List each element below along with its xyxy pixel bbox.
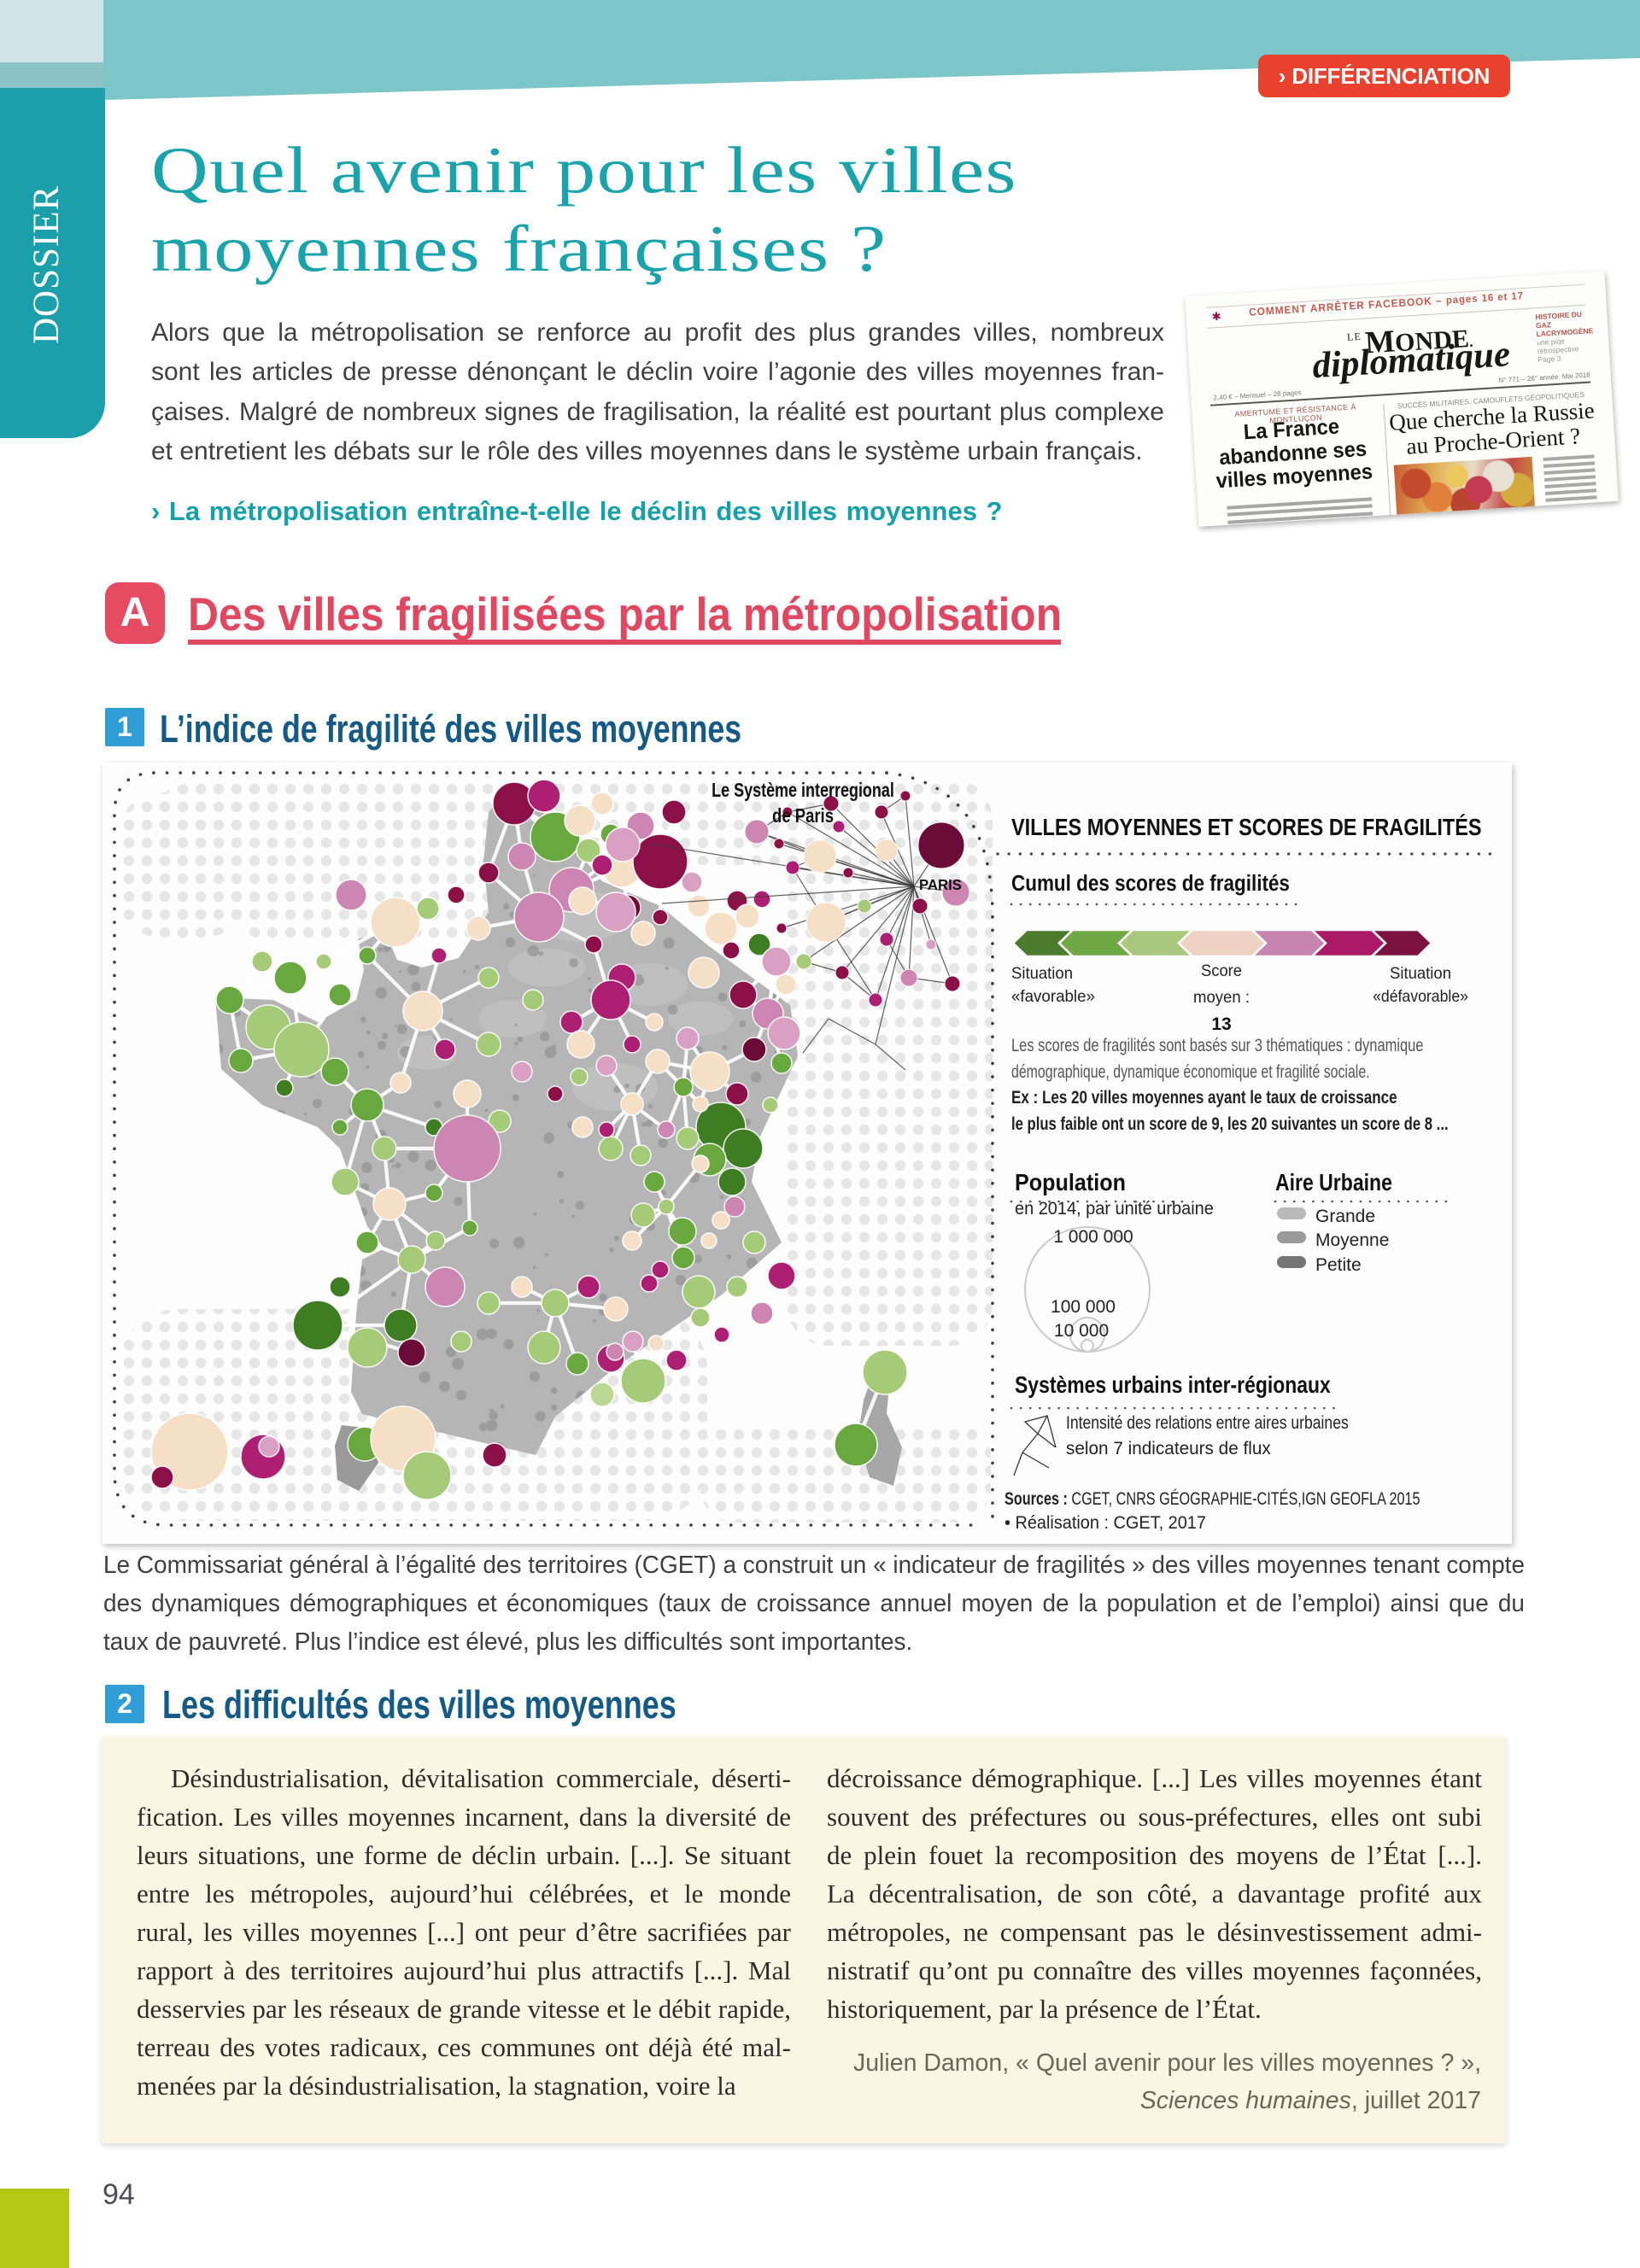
svg-text:Le Système interregional: Le Système interregional: [712, 780, 894, 802]
svg-text:selon 7 indicateurs de flux: selon 7 indicateurs de flux: [1066, 1439, 1271, 1458]
svg-text:100 000: 100 000: [1051, 1297, 1116, 1317]
svg-text:de Paris: de Paris: [772, 805, 834, 827]
svg-text:VILLES MOYENNES ET SCORES DE F: VILLES MOYENNES ET SCORES DE FRAGILITÉS: [1011, 814, 1482, 840]
svg-text:Situation: Situation: [1390, 964, 1451, 982]
svg-text:démographique, dynamique écono: démographique, dynamique économique et f…: [1011, 1061, 1370, 1082]
svg-text:le plus faible ont un score de: le plus faible ont un score de 9, les 20…: [1011, 1114, 1449, 1134]
svg-text:13: 13: [1211, 1014, 1231, 1034]
svg-text:• Réalisation : CGET, 2017: • Réalisation : CGET, 2017: [1004, 1513, 1206, 1534]
svg-text:«favorable»: «favorable»: [1011, 987, 1095, 1005]
svg-text:«défavorable»: «défavorable»: [1373, 986, 1468, 1005]
svg-text:Systèmes urbains inter-régiona: Systèmes urbains inter-régionaux: [1015, 1372, 1332, 1399]
svg-text:10 000: 10 000: [1054, 1321, 1109, 1341]
svg-text:Situation: Situation: [1011, 964, 1073, 982]
svg-text:Les scores de fragilités sont: Les scores de fragilités sont basés sur …: [1011, 1035, 1423, 1055]
svg-text:Intensité des relations entre: Intensité des relations entre aires urba…: [1066, 1413, 1349, 1434]
svg-text:moyen :: moyen :: [1193, 988, 1250, 1006]
svg-text:Aire Urbaine: Aire Urbaine: [1275, 1170, 1392, 1196]
svg-text:en 2014, par unité urbaine: en 2014, par unité urbaine: [1015, 1199, 1214, 1219]
svg-text:Score: Score: [1201, 962, 1242, 979]
svg-text:Sources : CGET, CNRS GÉOGRAPHI: Sources : CGET, CNRS GÉOGRAPHIE-CITÉS,IG…: [1004, 1488, 1420, 1508]
svg-text:Petite: Petite: [1315, 1255, 1362, 1275]
svg-text:1 000 000: 1 000 000: [1053, 1227, 1133, 1247]
svg-text:PARIS: PARIS: [919, 875, 962, 893]
svg-text:Population: Population: [1015, 1169, 1126, 1196]
svg-text:Ex : Les 20 villes moyennes ay: Ex : Les 20 villes moyennes ayant le tau…: [1011, 1088, 1397, 1108]
svg-text:Cumul des scores de fragilités: Cumul des scores de fragilités: [1011, 872, 1290, 897]
svg-text:Moyenne: Moyenne: [1315, 1230, 1389, 1250]
svg-text:Grande: Grande: [1315, 1207, 1375, 1226]
